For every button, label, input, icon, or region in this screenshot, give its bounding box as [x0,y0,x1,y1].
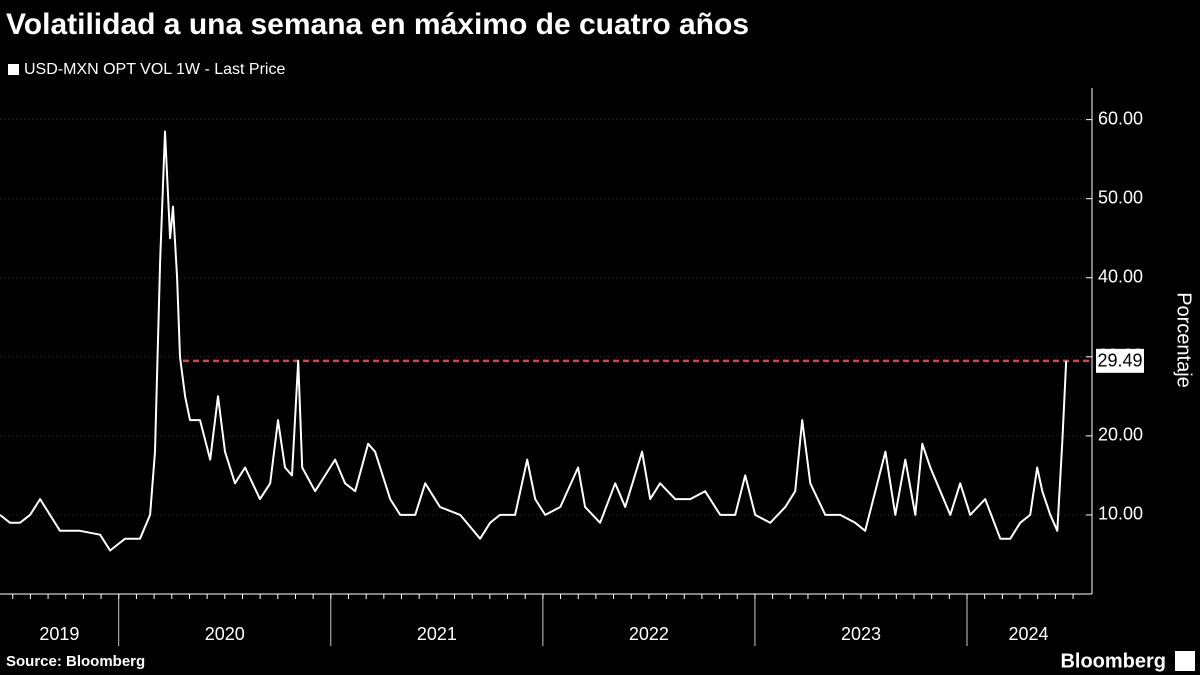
y-tick-label: 20.00 [1098,425,1143,445]
brand: Bloomberg [1060,650,1166,672]
source: Source: Bloomberg [6,653,145,670]
x-tick-label: 2019 [39,624,79,644]
y-tick-label: 60.00 [1098,108,1143,128]
y-tick-label: 40.00 [1098,267,1143,287]
reference-label: 29.49 [1097,351,1142,371]
y-tick-label: 10.00 [1098,504,1143,524]
x-tick-label: 2022 [629,624,669,644]
y-axis-label: Porcentaje [1173,292,1195,388]
x-tick-label: 2024 [1008,624,1048,644]
reference-label-box [1096,348,1144,373]
brand-icon [1175,651,1195,671]
chart-title: Volatilidad a una semana en máximo de cu… [6,8,749,41]
y-tick-label: 50.00 [1098,187,1143,207]
legend-swatch [8,64,19,75]
x-tick-label: 2021 [417,624,457,644]
series-line [0,130,1068,552]
x-tick-label: 2020 [205,624,245,644]
legend-label: USD-MXN OPT VOL 1W - Last Price [24,61,285,78]
x-tick-label: 2023 [841,624,881,644]
